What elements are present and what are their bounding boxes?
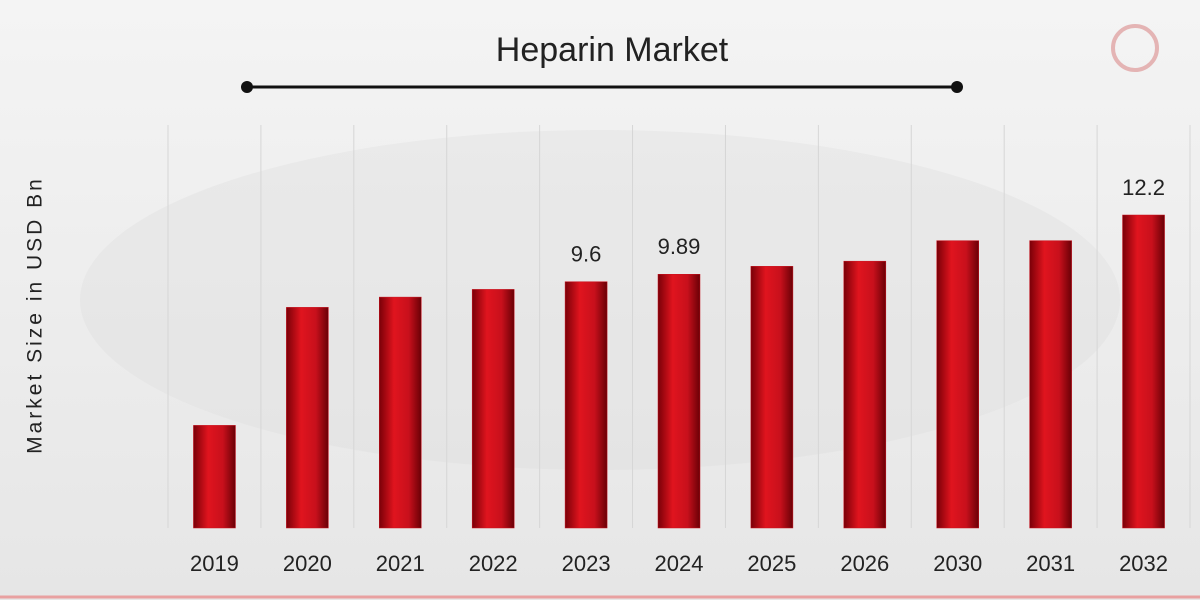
rule-dot bbox=[951, 81, 963, 93]
x-tick-label: 2026 bbox=[840, 551, 889, 576]
bar bbox=[1029, 240, 1072, 529]
bar bbox=[471, 289, 515, 529]
x-tick-label: 2025 bbox=[747, 551, 796, 576]
x-tick-label: 2024 bbox=[655, 551, 704, 576]
data-label: 9.6 bbox=[571, 242, 602, 267]
x-tick-label: 2031 bbox=[1026, 551, 1075, 576]
x-tick-label: 2023 bbox=[562, 551, 611, 576]
logo bbox=[1111, 24, 1159, 72]
bar bbox=[750, 266, 794, 529]
x-tick-label: 2021 bbox=[376, 551, 425, 576]
x-tick-label: 2022 bbox=[469, 551, 518, 576]
x-tick-label: 2030 bbox=[933, 551, 982, 576]
bar bbox=[936, 240, 979, 529]
bar bbox=[379, 296, 422, 529]
rule-dot bbox=[241, 81, 253, 93]
data-label: 9.89 bbox=[658, 234, 701, 259]
bar bbox=[657, 274, 701, 529]
bar bbox=[564, 281, 608, 529]
bar bbox=[286, 307, 329, 529]
x-tick-label: 2032 bbox=[1119, 551, 1168, 576]
bar bbox=[193, 425, 236, 529]
bar bbox=[1122, 214, 1165, 529]
x-tick-label: 2020 bbox=[283, 551, 332, 576]
chart-title: Heparin Market bbox=[496, 31, 729, 69]
data-label: 12.2 bbox=[1122, 175, 1165, 200]
y-axis-label: Market Size in USD Bn bbox=[24, 176, 47, 454]
bar bbox=[843, 260, 887, 529]
x-tick-label: 2019 bbox=[190, 551, 239, 576]
